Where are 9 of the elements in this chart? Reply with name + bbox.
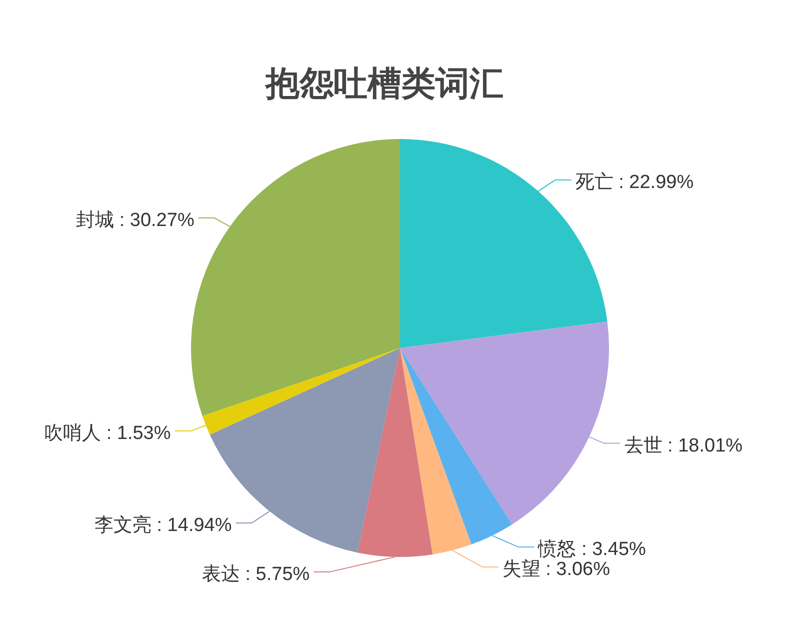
slice-label: 愤怒 : 3.45%	[537, 538, 646, 560]
slice-label: 李文亮 : 14.94%	[94, 514, 232, 536]
slice-label: 封城 : 30.27%	[76, 210, 194, 231]
slice-label: 表达 : 5.75%	[202, 564, 310, 585]
slice-label: 去世 : 18.01%	[624, 435, 743, 456]
chart-title: 抱怨吐槽类词汇	[264, 65, 504, 103]
slice-label: 死亡 : 22.99%	[575, 170, 694, 193]
slice-label: 吹哨人 : 1.53%	[44, 422, 171, 444]
slice-label: 失望 : 3.06%	[502, 558, 610, 580]
